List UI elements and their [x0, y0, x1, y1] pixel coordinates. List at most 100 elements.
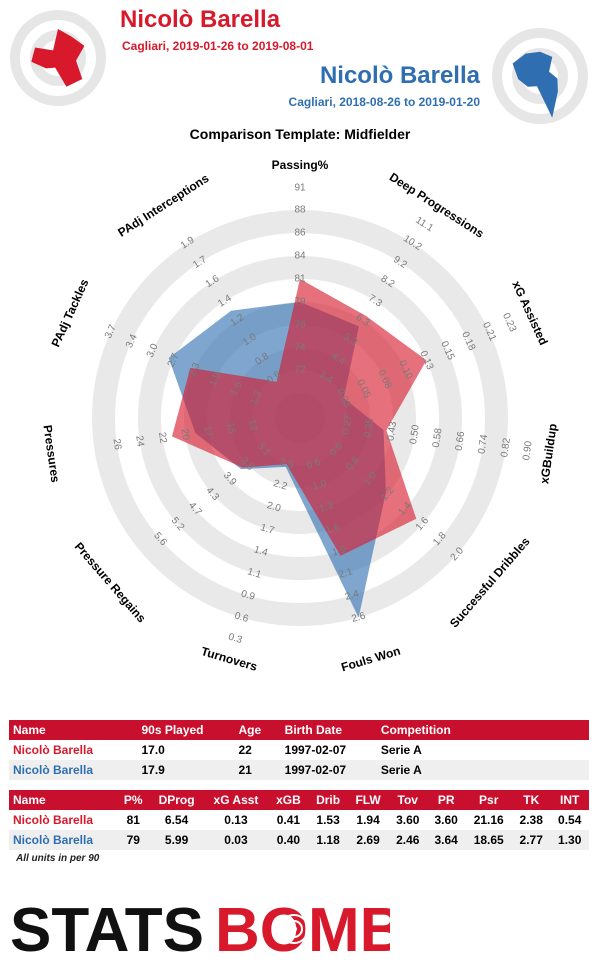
tick-label: 26 [110, 438, 123, 451]
column-header: Name [9, 790, 117, 810]
table-cell: 1997-02-07 [280, 760, 377, 780]
table-row: Nicolò Barella 79 5.99 0.03 0.40 1.18 2.69 2.46… [9, 830, 589, 850]
tick-label: 2.5 [278, 457, 295, 472]
table-cell: Serie A [376, 740, 589, 760]
tick-label: 1.3 [249, 389, 265, 407]
tick-label: 24 [133, 435, 146, 448]
table-cell: 3.64 [426, 830, 466, 850]
table-cell: 6.54 [149, 810, 204, 830]
tick-label: 2.4 [344, 588, 361, 603]
tick-label: 1.9 [208, 370, 224, 388]
table-cell: 81 [116, 810, 150, 830]
player2-name: Nicolò Barella [319, 62, 480, 89]
tick-label: 74 [294, 343, 306, 354]
table-cell: 1.18 [308, 830, 348, 850]
table-cell: 2.46 [388, 830, 427, 850]
mini-series-area [31, 29, 85, 87]
table-cell: 5.99 [149, 830, 204, 850]
table-cell: 3.60 [388, 810, 427, 830]
table-cell: 17.0 [137, 740, 235, 760]
tick-label: 2.1 [337, 566, 354, 581]
axis-label: xGBuildup [537, 423, 560, 485]
tick-label: 79 [294, 297, 306, 308]
table-cell: 22 [234, 740, 281, 760]
axis-label: Fouls Won [339, 644, 402, 675]
player1-mini-radar [10, 10, 106, 106]
column-header: xG Asst [203, 790, 269, 810]
tick-label: 0.74 [476, 433, 490, 454]
tick-label: 76 [294, 320, 306, 331]
series-area-1 [172, 279, 427, 556]
tick-label: 0.82 [499, 437, 513, 458]
table-cell: 79 [116, 830, 150, 850]
player-info-table: Name 90s Played Age Birth Date Competition N… [9, 720, 589, 780]
tick-label: 15 [224, 422, 237, 435]
tick-label: 2.7 [166, 351, 182, 369]
column-header: Name [9, 720, 138, 740]
column-header: Age [234, 720, 281, 740]
table-header-row: Name P% DProg xG Asst xGB Drib FLW Tov PR Psr TK IN… [9, 790, 589, 810]
tick-label: 17 [201, 425, 214, 438]
player-name-cell: Nicolò Barella [9, 760, 138, 780]
table-cell: 21 [234, 760, 281, 780]
tick-label: 0.66 [454, 430, 468, 451]
column-header: Competition [376, 720, 589, 740]
footnote: All units in per 90 [16, 853, 100, 864]
mini-series-area [512, 51, 558, 118]
tick-label: 0.35 [363, 417, 377, 438]
table-cell: 0.54 [550, 810, 589, 830]
player-name-cell: Nicolò Barella [9, 830, 117, 850]
table-row: Nicolò Barella 17.9 21 1997-02-07 Serie A [9, 760, 589, 780]
template-title: Comparison Template: Midfielder [189, 126, 411, 142]
tick-label: 1.9 [331, 544, 348, 559]
statsbomb-logo: STATS BOMB [10, 896, 390, 960]
table-row: Nicolò Barella 17.0 22 1997-02-07 Serie A [9, 740, 589, 760]
tick-label: 20 [179, 428, 192, 441]
table-cell: 18.65 [465, 830, 513, 850]
tick-label: 0.50 [408, 424, 422, 445]
tick-label: 1.6 [324, 522, 341, 537]
tick-label: 1.7 [259, 522, 276, 537]
column-header: P% [116, 790, 150, 810]
column-header: Birth Date [280, 720, 377, 740]
axis-label: Pressures [40, 424, 62, 484]
tick-label: 0.43 [385, 420, 399, 441]
tick-label: 2.6 [350, 610, 367, 625]
column-header: INT [550, 790, 589, 810]
column-header: xGB [268, 790, 309, 810]
table-cell: 0.40 [268, 830, 309, 850]
tick-label: 1.0 [312, 478, 329, 493]
logo-target-icon [279, 914, 309, 944]
column-header: TK [512, 790, 551, 810]
table-cell: 17.9 [137, 760, 235, 780]
table-cell: 2.77 [512, 830, 551, 850]
tick-label: 1.6 [229, 380, 245, 398]
column-header: Tov [388, 790, 427, 810]
tick-label: 1.1 [246, 566, 263, 581]
tick-label: 3.7 [103, 323, 119, 341]
table-cell: 3.60 [426, 810, 466, 830]
tick-label: 81 [294, 274, 306, 285]
player2-subtitle: Cagliari, 2018-08-26 to 2019-01-20 [288, 95, 480, 109]
tick-label: 0.3 [227, 632, 244, 647]
tick-label: 86 [294, 228, 306, 239]
tick-label: 1.4 [253, 544, 270, 559]
player1-subtitle: Cagliari, 2019-01-26 to 2019-08-01 [122, 39, 314, 53]
tick-label: 0.6 [233, 610, 250, 625]
table-header-row: Name 90s Played Age Birth Date Competition [9, 720, 589, 740]
logo-stats: STATS [10, 896, 204, 960]
axis-label: xG Assisted [509, 279, 550, 348]
tick-label: 0.90 [521, 440, 535, 461]
table-cell: 1.53 [308, 810, 348, 830]
tick-label: 0.9 [240, 588, 257, 603]
tick-label: 91 [294, 183, 306, 194]
table-cell: 0.03 [203, 830, 269, 850]
table-cell: 1997-02-07 [280, 740, 377, 760]
tick-label: 13 [246, 419, 259, 432]
tick-label: 0.58 [431, 427, 445, 448]
axis-label: Turnovers [200, 644, 260, 674]
radar-chart: 727476798184868891Passing%3.44.45.36.37.… [40, 158, 560, 675]
tick-label: 22 [156, 432, 169, 445]
tick-label: 2.0 [266, 500, 283, 515]
player-name-cell: Nicolò Barella [9, 740, 138, 760]
